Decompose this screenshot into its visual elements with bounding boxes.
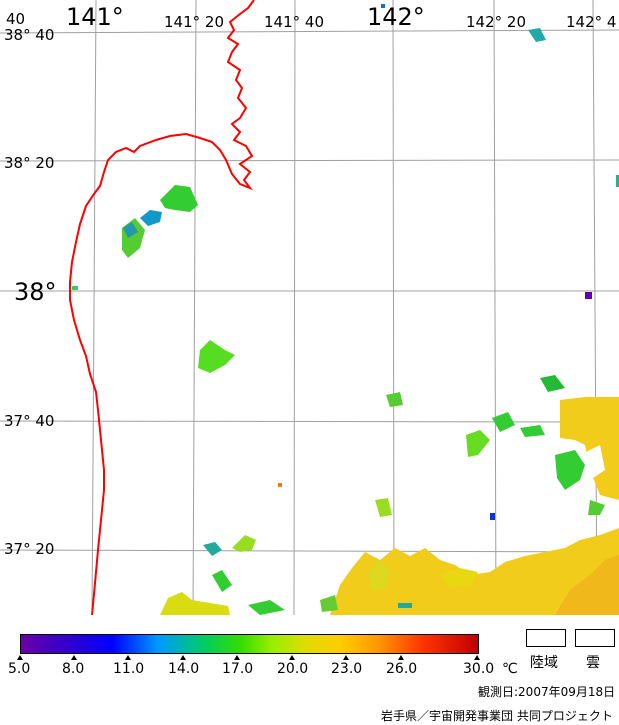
land-swatch (526, 629, 566, 647)
coastline (69, 0, 255, 615)
tick-label-26: 26.0 (386, 661, 418, 677)
tick-mark (474, 655, 480, 660)
tick-mark (17, 655, 23, 660)
observation-date: 観測日:2007年09月18日 (478, 685, 616, 699)
lon-label-140-40: 40 (6, 10, 26, 28)
tick-mark (289, 655, 295, 660)
lon-label-142: 142° (367, 3, 425, 31)
tick-mark (343, 655, 349, 660)
cloud-label: 雲 (586, 655, 600, 671)
sst-map (0, 0, 619, 615)
graticule (0, 0, 619, 615)
tick-label-17: 17.0 (222, 661, 254, 677)
sst-cool-patches (72, 4, 619, 608)
sst-warm-area (160, 397, 619, 615)
lon-label-141-20: 141° 20 (164, 13, 224, 31)
lon-label-142-20: 142° 20 (466, 13, 526, 31)
tick-label-23: 23.0 (331, 661, 363, 677)
tick-mark (398, 655, 404, 660)
tick-label-14: 14.0 (168, 661, 200, 677)
lon-label-141: 141° (66, 3, 124, 31)
unit-label: ℃ (502, 661, 518, 677)
tick-label-8: 8.0 (62, 661, 85, 677)
tick-mark (71, 655, 77, 660)
lat-label-38-20: 38° 20 (4, 154, 55, 172)
lon-label-142-40: 142° 4 (566, 13, 617, 31)
sst-green-patches (122, 185, 605, 615)
tick-label-5: 5.0 (8, 661, 31, 677)
lat-label-38: 38° (14, 278, 57, 306)
lat-label-38-40: 38° 40 (4, 26, 55, 44)
tick-mark (234, 655, 240, 660)
lat-label-37-40: 37° 40 (4, 412, 55, 430)
tick-label-20: 20.0 (277, 661, 309, 677)
temperature-color-bar (20, 634, 479, 654)
lon-label-141-40: 141° 40 (264, 13, 324, 31)
land-label: 陸域 (530, 655, 558, 671)
lat-label-37-20: 37° 20 (4, 540, 55, 558)
tick-label-30: 30.0 (463, 661, 495, 677)
cloud-swatch (575, 629, 615, 647)
tick-mark (180, 655, 186, 660)
tick-mark (125, 655, 131, 660)
credit-text: 岩手県／宇宙開発事業団 共同プロジェクト (381, 709, 613, 723)
tick-label-11: 11.0 (113, 661, 145, 677)
